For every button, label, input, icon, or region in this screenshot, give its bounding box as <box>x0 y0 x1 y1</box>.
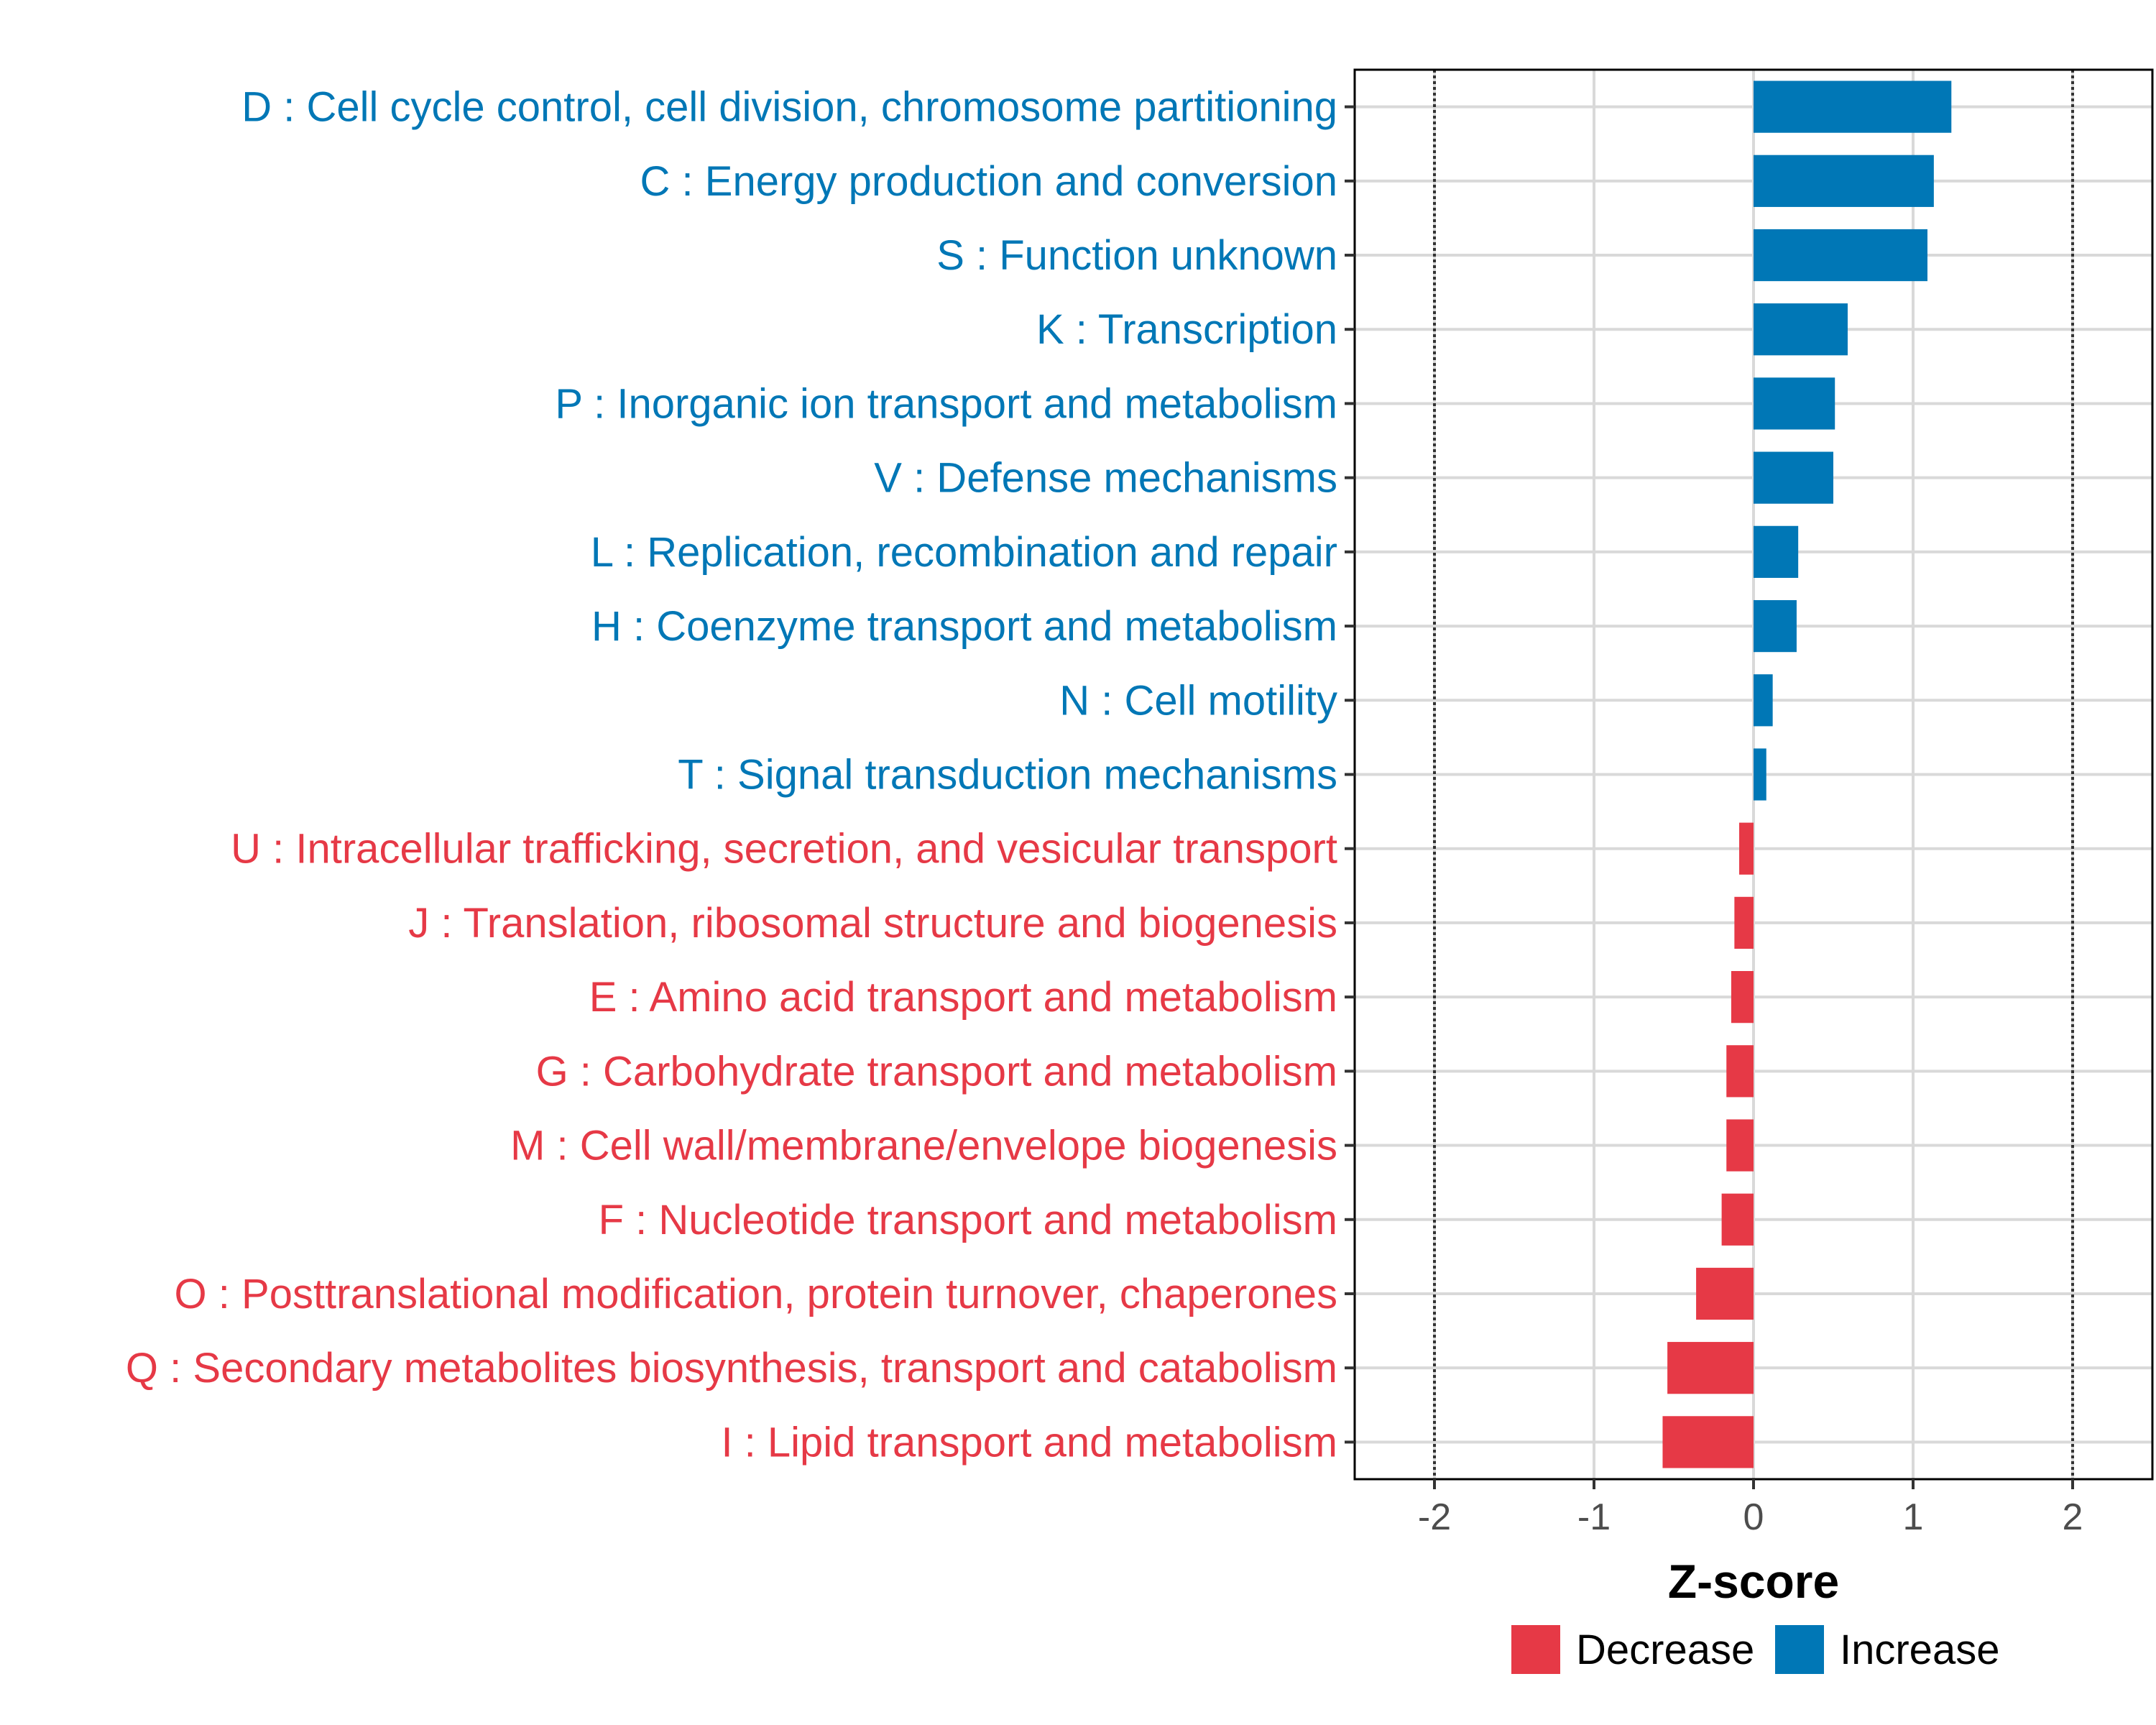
x-axis-title: Z-score <box>1668 1555 1839 1608</box>
bar <box>1754 525 1799 578</box>
y-axis-ticks <box>1345 105 1355 1444</box>
reference-lines <box>1433 70 2074 1479</box>
bar <box>1731 971 1754 1024</box>
legend-label: Decrease <box>1576 1627 1754 1673</box>
x-tick-label: -1 <box>1577 1496 1611 1538</box>
bar <box>1754 451 1833 504</box>
bar <box>1734 896 1754 949</box>
category-label: I : Lipid transport and metabolism <box>721 1419 1337 1466</box>
x-tick-label: 2 <box>2063 1496 2083 1538</box>
category-label: L : Replication, recombination and repai… <box>591 529 1337 576</box>
x-tick-label: 0 <box>1743 1496 1764 1538</box>
bar <box>1754 303 1848 356</box>
y-axis-labels: D : Cell cycle control, cell division, c… <box>126 84 1337 1466</box>
category-label: P : Inorganic ion transport and metaboli… <box>555 380 1337 427</box>
bar <box>1721 1193 1754 1246</box>
category-label: V : Defense mechanisms <box>874 455 1337 502</box>
category-label: N : Cell motility <box>1059 677 1337 724</box>
category-label: H : Coenzyme transport and metabolism <box>591 603 1337 650</box>
bar <box>1726 1045 1754 1098</box>
legend-label: Increase <box>1840 1627 1999 1673</box>
legend-swatch <box>1511 1625 1560 1674</box>
category-label: S : Function unknown <box>936 232 1337 279</box>
category-label: M : Cell wall/membrane/envelope biogenes… <box>510 1123 1337 1169</box>
x-tick-label: 1 <box>1903 1496 1924 1538</box>
category-label: G : Carbohydrate transport and metabolis… <box>536 1048 1337 1095</box>
category-label: J : Translation, ribosomal structure and… <box>408 900 1337 947</box>
category-label: D : Cell cycle control, cell division, c… <box>241 84 1337 131</box>
bar <box>1739 822 1754 875</box>
bar <box>1754 674 1773 727</box>
bar <box>1754 155 1934 207</box>
legend-swatch <box>1775 1625 1824 1674</box>
legend: Decrease Increase <box>1511 1625 1999 1674</box>
bar <box>1696 1267 1754 1320</box>
bar <box>1754 599 1797 653</box>
bar <box>1662 1416 1754 1468</box>
category-label: O : Posttranslational modification, prot… <box>175 1271 1337 1317</box>
bar <box>1667 1342 1754 1394</box>
category-label: K : Transcription <box>1036 306 1337 353</box>
bar <box>1754 748 1766 801</box>
category-label: Q : Secondary metabolites biosynthesis, … <box>126 1345 1337 1392</box>
category-label: E : Amino acid transport and metabolism <box>589 974 1337 1021</box>
bar <box>1754 80 1952 133</box>
bar <box>1754 229 1927 282</box>
category-label: T : Signal transduction mechanisms <box>678 752 1337 799</box>
bar <box>1726 1119 1754 1172</box>
x-tick-label: -2 <box>1418 1496 1451 1538</box>
bar <box>1754 377 1835 430</box>
bars <box>1662 80 1952 1468</box>
x-axis-ticks: -2 -1 0 1 2 <box>1418 1479 2083 1538</box>
category-label: F : Nucleotide transport and metabolism <box>599 1197 1337 1243</box>
category-label: U : Intracellular trafficking, secretion… <box>231 826 1337 873</box>
category-label: C : Energy production and conversion <box>640 158 1337 205</box>
